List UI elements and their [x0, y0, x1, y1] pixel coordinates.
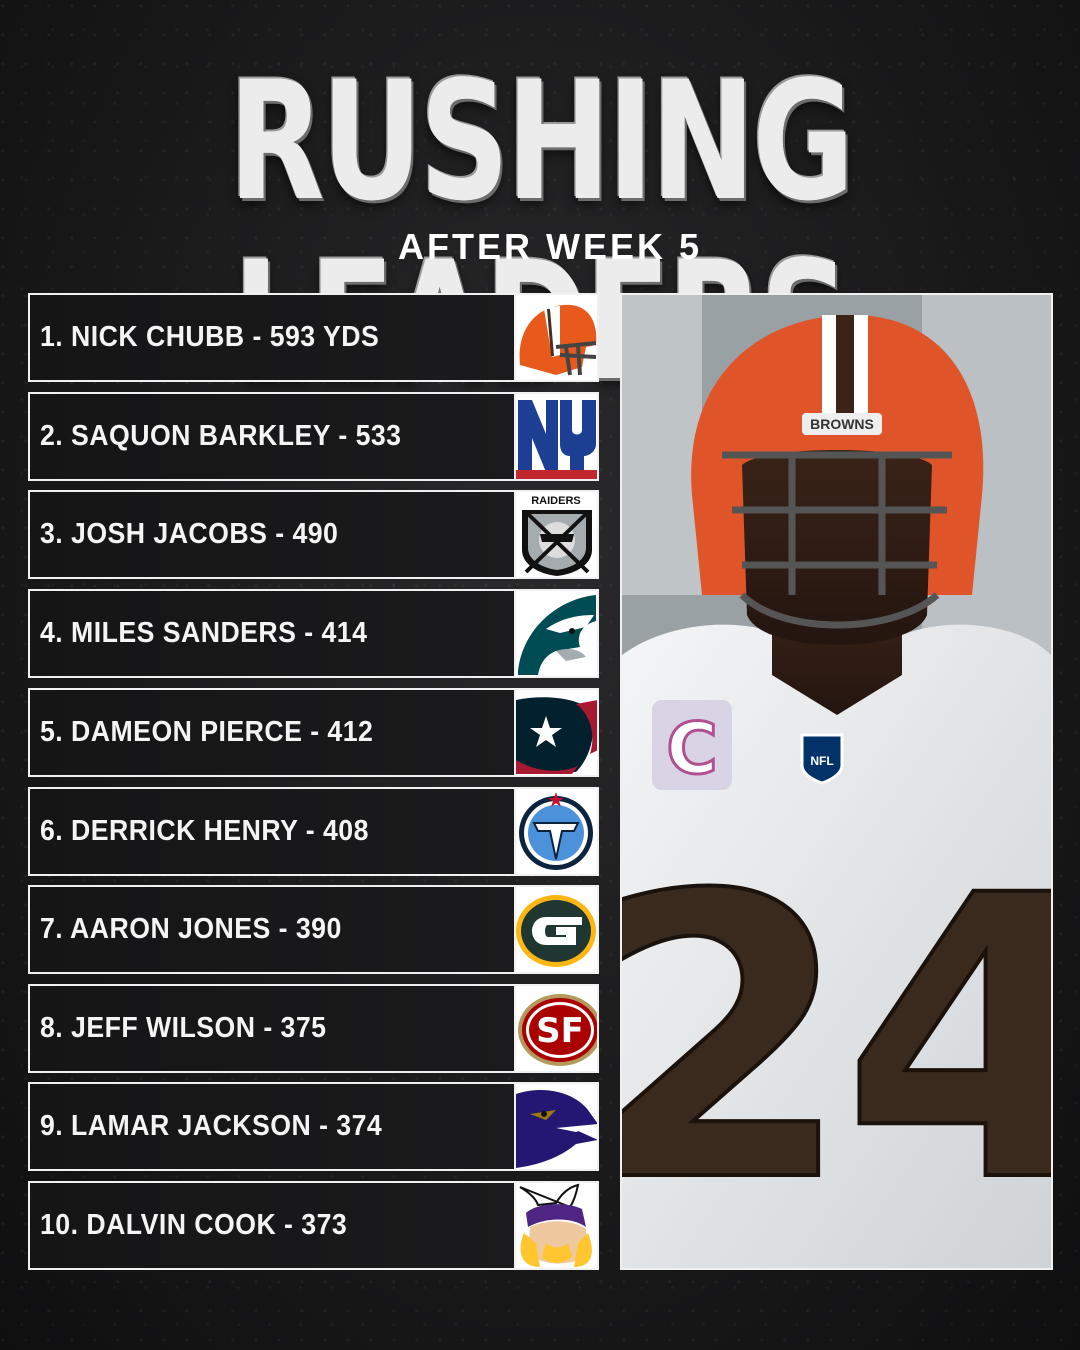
leader-label: 5. DAMEON PIERCE - 412 [40, 716, 374, 748]
leader-label: 10. DALVIN COOK - 373 [40, 1209, 348, 1241]
leader-row: 5. DAMEON PIERCE - 412 [28, 688, 599, 777]
leader-row: 4. MILES SANDERS - 414 [28, 589, 599, 678]
jersey-number: 24 [622, 813, 1051, 1267]
page-subtitle: AFTER WEEK 5 [397, 226, 702, 267]
nfl-shield-text: NFL [810, 754, 833, 768]
helmet-brand-text: BROWNS [810, 416, 874, 432]
leader-row: 6. DERRICK HENRY - 408 [28, 787, 599, 876]
giants-ny-icon [514, 394, 597, 479]
leader-label: 9. LAMAR JACKSON - 374 [40, 1110, 383, 1142]
ravens-head-icon [514, 1084, 597, 1169]
leader-row: 10. DALVIN COOK - 373 [28, 1181, 599, 1270]
leader-label: 7. AARON JONES - 390 [40, 913, 342, 945]
leader-label: 3. JOSH JACOBS - 490 [40, 518, 339, 550]
leader-label: 8. JEFF WILSON - 375 [40, 1012, 327, 1044]
texans-bull-icon [514, 690, 597, 775]
leader-row: 8. JEFF WILSON - 375 SF [28, 984, 599, 1073]
svg-text:SF: SF [536, 1011, 584, 1051]
leader-label: 4. MILES SANDERS - 414 [40, 617, 368, 649]
player-photo: BROWNS C NFL 24 [620, 293, 1053, 1270]
eagles-head-icon [514, 591, 597, 676]
49ers-sf-icon: SF [514, 986, 597, 1071]
titans-t-icon [514, 789, 597, 874]
leader-label: 6. DERRICK HENRY - 408 [40, 815, 369, 847]
leader-row: 3. JOSH JACOBS - 490 RAIDERS [28, 490, 599, 579]
leader-row: 1. NICK CHUBB - 593 YDS [28, 293, 599, 382]
raiders-shield-icon: RAIDERS [514, 492, 597, 577]
svg-text:C: C [666, 708, 717, 790]
leader-row: 7. AARON JONES - 390 [28, 885, 599, 974]
leader-row: 2. SAQUON BARKLEY - 533 [28, 392, 599, 481]
browns-helmet-icon [514, 295, 597, 380]
leader-label: 2. SAQUON BARKLEY - 533 [40, 420, 402, 452]
packers-g-icon [514, 887, 597, 972]
vikings-head-icon [514, 1183, 597, 1268]
svg-text:RAIDERS: RAIDERS [531, 495, 581, 507]
leader-row: 9. LAMAR JACKSON - 374 [28, 1082, 599, 1171]
leader-label: 1. NICK CHUBB - 593 YDS [40, 321, 380, 353]
